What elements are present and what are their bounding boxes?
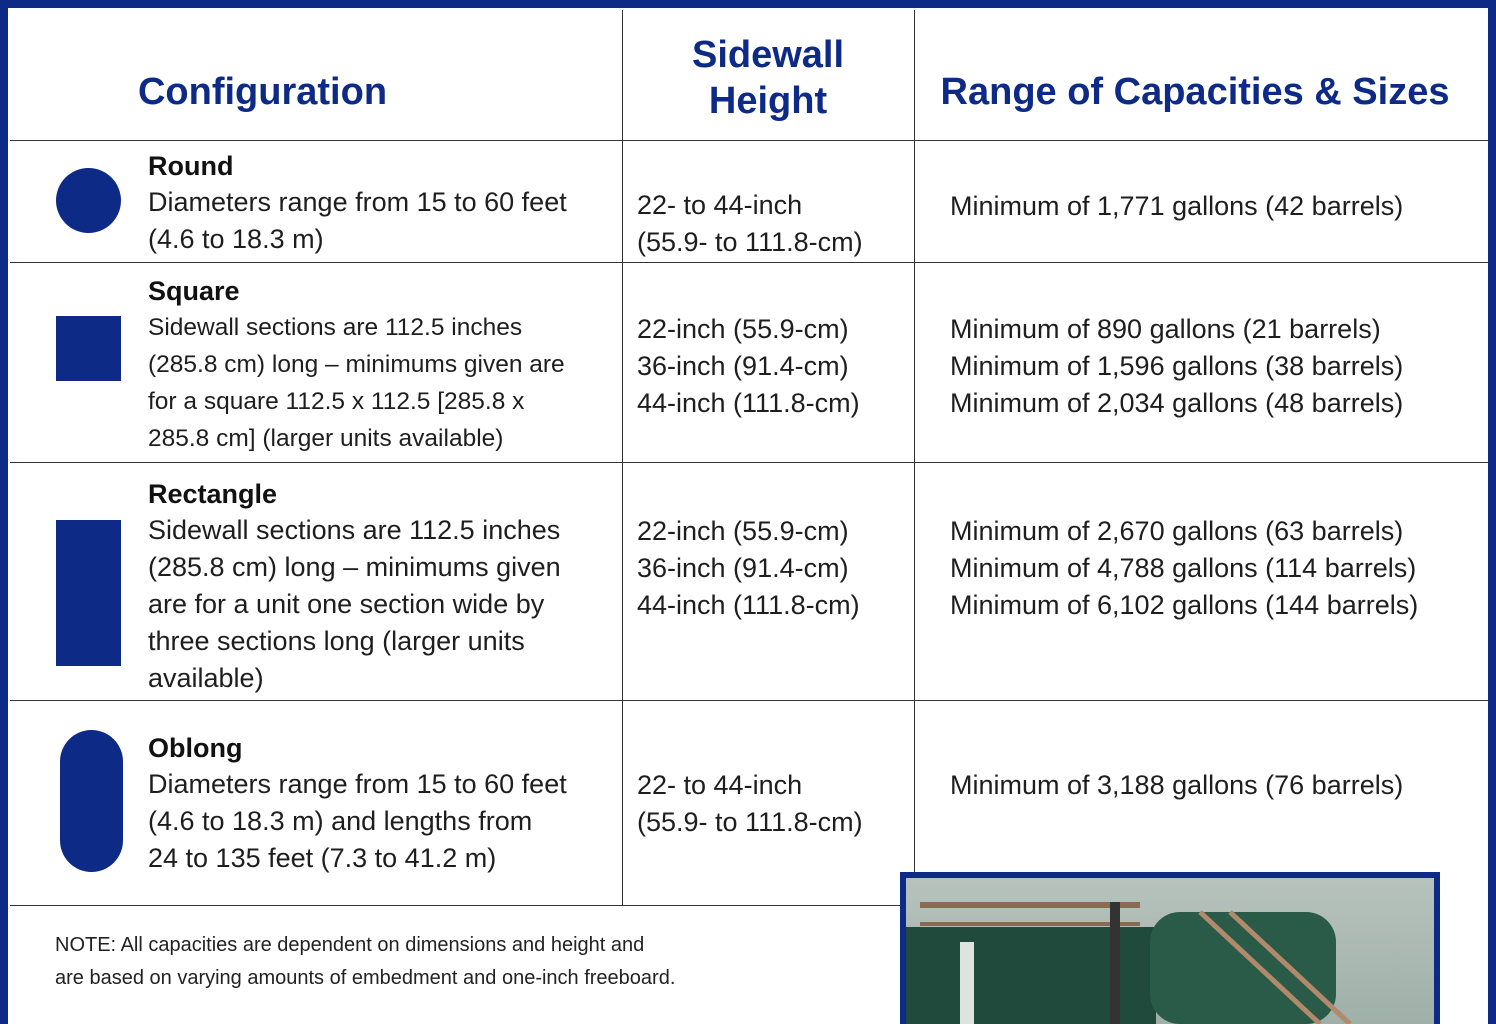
sidewall-height: 22-inch (55.9-cm) — [637, 513, 849, 550]
config-description: Diameters range from 15 to 60 feet — [148, 184, 567, 221]
config-description: available) — [148, 660, 264, 697]
capacity: Minimum of 2,034 gallons (48 barrels) — [950, 385, 1403, 422]
config-description: 24 to 135 feet (7.3 to 41.2 m) — [148, 840, 496, 877]
shape-icon — [56, 168, 121, 233]
config-description: (285.8 cm) long – minimums given are — [148, 346, 565, 383]
capacity: Minimum of 3,188 gallons (76 barrels) — [950, 767, 1403, 804]
capacity: Minimum of 1,596 gallons (38 barrels) — [950, 348, 1403, 385]
page: Configuration Sidewall Height Range of Cap… — [0, 0, 1496, 1024]
sidewall-height: (55.9- to 111.8-cm) — [637, 804, 863, 841]
column-divider — [622, 10, 623, 905]
config-description: for a square 112.5 x 112.5 [285.8 x — [148, 383, 524, 420]
shape-icon — [56, 316, 121, 381]
capacity: Minimum of 6,102 gallons (144 barrels) — [950, 587, 1418, 624]
capacity: Minimum of 4,788 gallons (114 barrels) — [950, 550, 1416, 587]
row-divider — [10, 262, 1488, 263]
capacity: Minimum of 1,771 gallons (42 barrels) — [950, 188, 1403, 225]
tank-photo — [900, 872, 1440, 1024]
config-description: Sidewall sections are 112.5 inches — [148, 512, 560, 549]
note-text: NOTE: All capacities are dependent on di… — [55, 929, 644, 962]
sidewall-height: (55.9- to 111.8-cm) — [637, 224, 863, 261]
capacity: Minimum of 2,670 gallons (63 barrels) — [950, 513, 1403, 550]
shape-icon — [56, 520, 121, 666]
note-text: are based on varying amounts of embedmen… — [55, 962, 675, 995]
sidewall-height: 36-inch (91.4-cm) — [637, 550, 849, 587]
sidewall-height: 44-inch (111.8-cm) — [637, 385, 860, 422]
row-divider — [10, 905, 900, 906]
sidewall-height: 22- to 44-inch — [637, 767, 802, 804]
config-title: Oblong — [148, 732, 242, 764]
config-title: Square — [148, 275, 240, 307]
config-description: Diameters range from 15 to 60 feet — [148, 766, 567, 803]
config-title: Round — [148, 150, 233, 182]
capacity: Minimum of 890 gallons (21 barrels) — [950, 311, 1381, 348]
config-description: are for a unit one section wide by — [148, 586, 544, 623]
config-description: (285.8 cm) long – minimums given — [148, 549, 561, 586]
header-cell: Range of Capacities & Sizes — [920, 69, 1470, 115]
config-description: 285.8 cm] (larger units available) — [148, 420, 503, 457]
sidewall-height: 22- to 44-inch — [637, 187, 802, 224]
config-description: (4.6 to 18.3 m) — [148, 221, 324, 258]
shape-icon — [60, 730, 123, 872]
sidewall-height: 44-inch (111.8-cm) — [637, 587, 860, 624]
config-description: Sidewall sections are 112.5 inches — [148, 309, 522, 346]
row-divider — [10, 140, 1488, 141]
header-cell: Configuration — [40, 69, 485, 115]
sidewall-height: 36-inch (91.4-cm) — [637, 348, 849, 385]
header-cell: Sidewall Height — [668, 32, 868, 124]
row-divider — [10, 462, 1488, 463]
config-title: Rectangle — [148, 478, 277, 510]
config-description: (4.6 to 18.3 m) and lengths from — [148, 803, 532, 840]
row-divider — [10, 700, 1488, 701]
config-description: three sections long (larger units — [148, 623, 525, 660]
sidewall-height: 22-inch (55.9-cm) — [637, 311, 849, 348]
